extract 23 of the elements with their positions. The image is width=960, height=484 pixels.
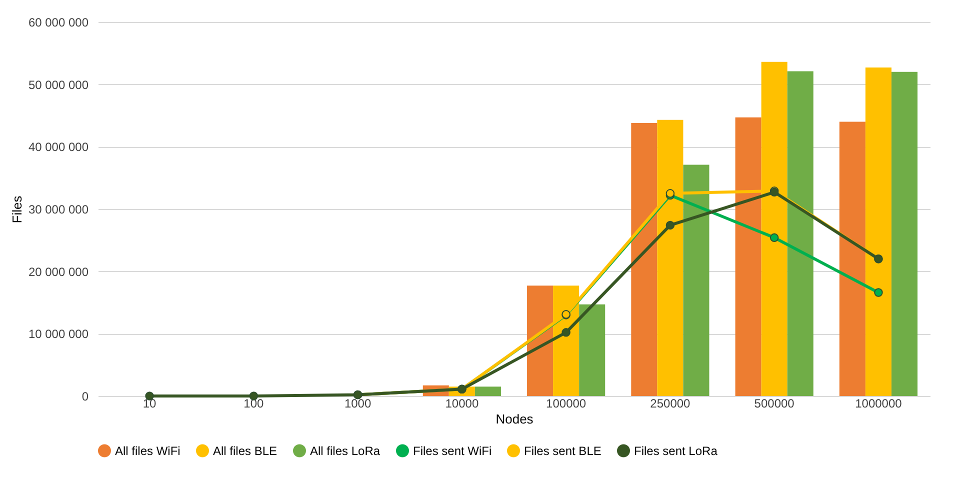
x-tick-label: 100000: [546, 396, 586, 410]
legend-label: Files sent BLE: [524, 444, 602, 458]
y-tick-label: 0: [82, 390, 89, 404]
y-tick-label: 30 000 000: [28, 202, 89, 216]
legend-label: All files BLE: [213, 444, 278, 458]
x-tick-label: 10000: [445, 396, 479, 410]
x-tick-label: 10: [142, 396, 157, 410]
legend-label: All files WiFi: [115, 444, 180, 458]
legend-label: Files sent LoRa: [634, 444, 718, 458]
x-tick-label: 1000: [344, 396, 372, 410]
x-tick-label: 1000000: [855, 396, 902, 410]
y-tick-label: 10 000 000: [28, 327, 89, 342]
y-tick-label: 40 000 000: [28, 140, 89, 154]
legend-label: All files LoRa: [310, 444, 380, 458]
x-tick-label: 250000: [650, 396, 691, 410]
y-tick-label: 50 000 000: [28, 78, 89, 92]
y-tick-label: 60 000 000: [28, 16, 89, 30]
y-axis-title: Files: [9, 195, 24, 224]
legend-label: Files sent WiFi: [413, 444, 492, 458]
x-tick-label: 100: [244, 396, 264, 410]
y-tick-label: 20 000 000: [28, 264, 89, 279]
x-axis-title: Nodes: [496, 412, 534, 426]
x-tick-label: 500000: [754, 396, 795, 410]
